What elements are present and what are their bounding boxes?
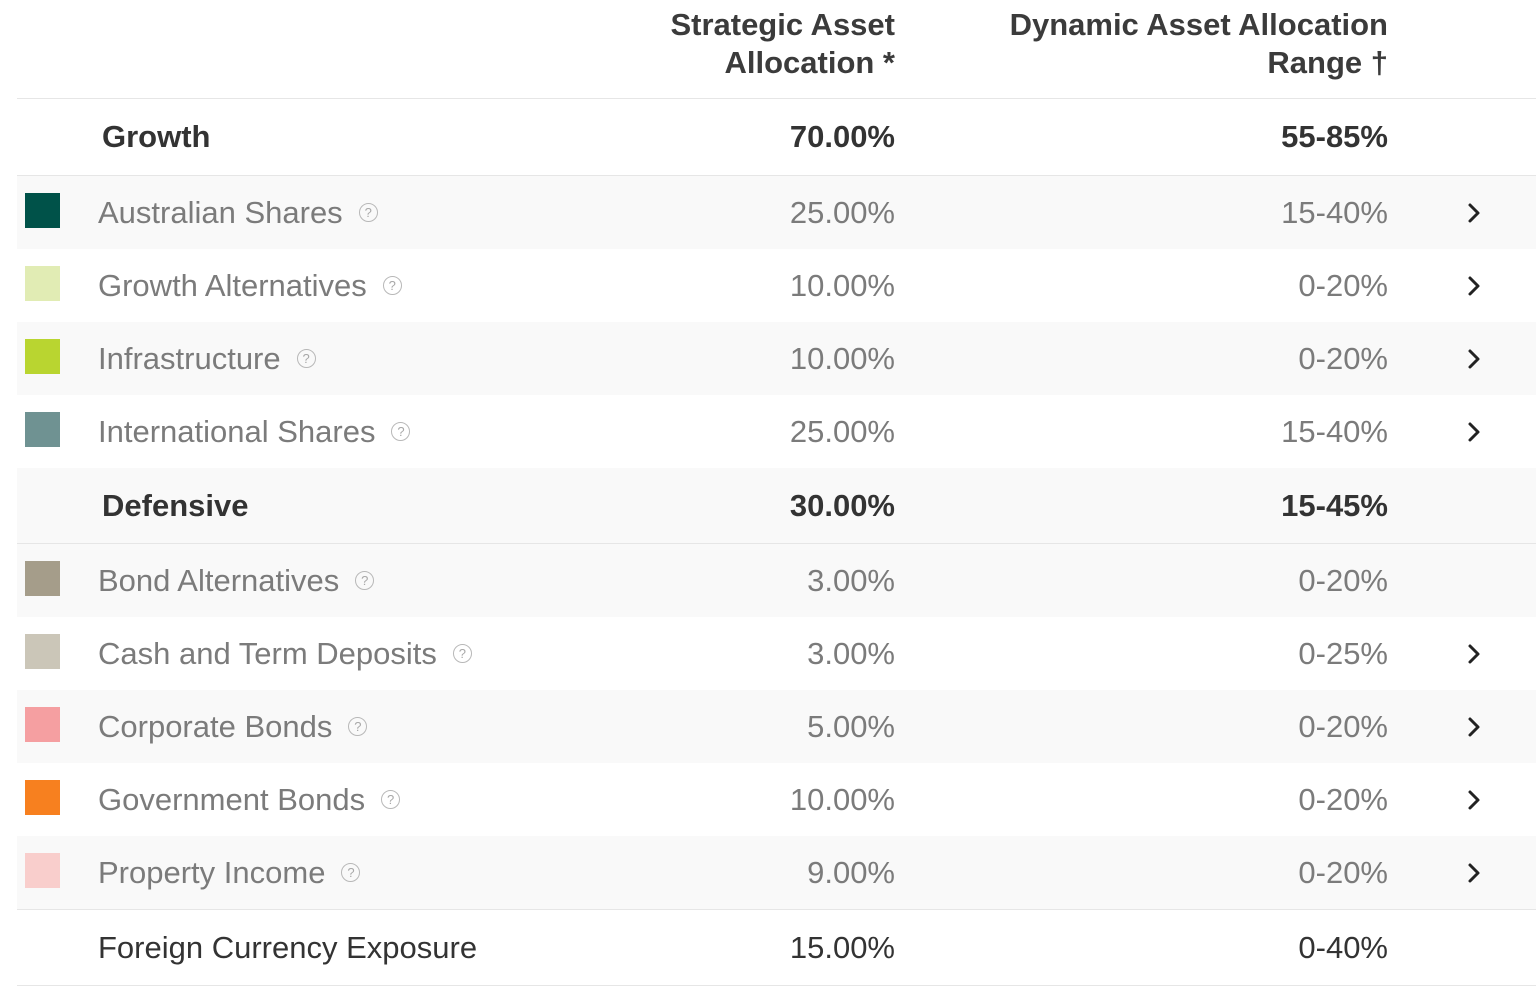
- growth-asset-list: Australian Shares? 25.00% 15-40% Growth Alt…: [17, 176, 1536, 468]
- group-row-defensive: Defensive 30.00% 15-45%: [17, 468, 1536, 544]
- color-swatch: [25, 339, 60, 374]
- header-saa-line1: Strategic Asset: [670, 7, 895, 42]
- asset-row[interactable]: Government Bonds? 10.00% 0-20%: [17, 763, 1536, 836]
- strategic-allocation-value: 25.00%: [789, 194, 895, 230]
- question-circle-icon[interactable]: ?: [358, 203, 378, 222]
- asset-name: Australian Shares: [98, 194, 343, 230]
- allocation-range-value: 0-20%: [1298, 267, 1388, 303]
- color-swatch: [25, 634, 60, 669]
- asset-row[interactable]: Corporate Bonds? 5.00% 0-20%: [17, 690, 1536, 763]
- color-swatch: [25, 412, 60, 447]
- asset-row[interactable]: Australian Shares? 25.00% 15-40%: [17, 176, 1536, 249]
- asset-label: International Shares?: [98, 395, 411, 468]
- strategic-allocation-value: 5.00%: [807, 708, 895, 744]
- chevron-right-icon[interactable]: [1459, 395, 1489, 468]
- foreign-currency-strategic-value: 15.00%: [789, 929, 895, 965]
- header-daa-line2: Range †: [1267, 45, 1388, 80]
- header-saa-line2: Allocation *: [724, 45, 895, 80]
- group-range-value: 15-45%: [1281, 487, 1388, 523]
- color-swatch: [25, 853, 60, 888]
- question-circle-icon[interactable]: ?: [382, 276, 402, 295]
- asset-label: Bond Alternatives?: [98, 544, 375, 617]
- foreign-currency-range-value: 0-40%: [1298, 929, 1388, 965]
- chevron-right-icon[interactable]: [1459, 836, 1489, 909]
- asset-allocation-table: Strategic Asset Allocation * Dynamic Ass…: [17, 0, 1536, 986]
- color-swatch: [25, 193, 60, 228]
- question-circle-icon[interactable]: ?: [391, 422, 411, 441]
- asset-name: Corporate Bonds: [98, 708, 333, 744]
- allocation-range-value: 0-20%: [1298, 562, 1388, 598]
- asset-label: Infrastructure?: [98, 322, 316, 395]
- group-strategic-value: 30.00%: [789, 487, 895, 523]
- question-circle-icon[interactable]: ?: [355, 571, 375, 590]
- allocation-range-value: 0-20%: [1298, 340, 1388, 376]
- allocation-range-value: 0-20%: [1298, 781, 1388, 817]
- strategic-allocation-value: 25.00%: [789, 413, 895, 449]
- asset-name: Growth Alternatives: [98, 267, 367, 303]
- color-swatch: [25, 707, 60, 742]
- group-label: Growth: [102, 119, 211, 154]
- question-circle-icon[interactable]: ?: [348, 717, 368, 736]
- asset-row: Bond Alternatives? 3.00% 0-20%: [17, 544, 1536, 617]
- header-daa-line1: Dynamic Asset Allocation: [1009, 7, 1388, 42]
- defensive-asset-list: Bond Alternatives? 3.00% 0-20% Cash and Ter…: [17, 544, 1536, 909]
- asset-label: Australian Shares?: [98, 176, 378, 249]
- allocation-range-value: 15-40%: [1281, 194, 1388, 230]
- foreign-currency-exposure-row: Foreign Currency Exposure 15.00% 0-40%: [17, 909, 1536, 986]
- question-circle-icon[interactable]: ?: [381, 790, 401, 809]
- question-circle-icon[interactable]: ?: [296, 349, 316, 368]
- asset-row[interactable]: Cash and Term Deposits? 3.00% 0-25%: [17, 617, 1536, 690]
- strategic-allocation-value: 3.00%: [807, 562, 895, 598]
- allocation-range-value: 0-25%: [1298, 635, 1388, 671]
- chevron-right-icon[interactable]: [1459, 322, 1489, 395]
- group-range-value: 55-85%: [1281, 119, 1388, 154]
- strategic-allocation-value: 10.00%: [789, 267, 895, 303]
- color-swatch: [25, 561, 60, 596]
- question-circle-icon[interactable]: ?: [341, 863, 361, 882]
- asset-name: Bond Alternatives: [98, 562, 340, 598]
- asset-row[interactable]: International Shares? 25.00% 15-40%: [17, 395, 1536, 468]
- asset-row[interactable]: Property Income? 9.00% 0-20%: [17, 836, 1536, 909]
- strategic-allocation-value: 10.00%: [789, 340, 895, 376]
- asset-name: Cash and Term Deposits: [98, 635, 437, 671]
- chevron-right-icon[interactable]: [1459, 249, 1489, 322]
- strategic-allocation-value: 10.00%: [789, 781, 895, 817]
- table-header: Strategic Asset Allocation * Dynamic Ass…: [17, 0, 1536, 99]
- asset-name: International Shares: [98, 413, 376, 449]
- color-swatch: [25, 780, 60, 815]
- chevron-right-icon[interactable]: [1459, 690, 1489, 763]
- question-circle-icon[interactable]: ?: [452, 644, 472, 663]
- asset-name: Property Income: [98, 854, 326, 890]
- group-row-growth: Growth 70.00% 55-85%: [17, 99, 1536, 176]
- asset-name: Infrastructure: [98, 340, 281, 376]
- allocation-range-value: 15-40%: [1281, 413, 1388, 449]
- chevron-right-icon[interactable]: [1459, 176, 1489, 249]
- asset-name: Government Bonds: [98, 781, 366, 817]
- group-strategic-value: 70.00%: [789, 119, 895, 154]
- foreign-currency-label: Foreign Currency Exposure: [98, 929, 478, 965]
- asset-label: Corporate Bonds?: [98, 690, 368, 763]
- asset-row[interactable]: Growth Alternatives? 10.00% 0-20%: [17, 249, 1536, 322]
- strategic-allocation-value: 9.00%: [807, 854, 895, 890]
- asset-label: Cash and Term Deposits?: [98, 617, 472, 690]
- asset-label: Property Income?: [98, 836, 361, 909]
- allocation-range-value: 0-20%: [1298, 708, 1388, 744]
- asset-label: Government Bonds?: [98, 763, 401, 836]
- allocation-range-value: 0-20%: [1298, 854, 1388, 890]
- asset-row[interactable]: Infrastructure? 10.00% 0-20%: [17, 322, 1536, 395]
- strategic-allocation-value: 3.00%: [807, 635, 895, 671]
- header-dynamic-asset-allocation-range: Dynamic Asset Allocation Range †: [1010, 6, 1388, 82]
- color-swatch: [25, 266, 60, 301]
- group-label: Defensive: [102, 487, 249, 523]
- chevron-right-icon[interactable]: [1459, 617, 1489, 690]
- asset-label: Growth Alternatives?: [98, 249, 402, 322]
- header-strategic-asset-allocation: Strategic Asset Allocation *: [670, 6, 895, 82]
- chevron-right-icon[interactable]: [1459, 763, 1489, 836]
